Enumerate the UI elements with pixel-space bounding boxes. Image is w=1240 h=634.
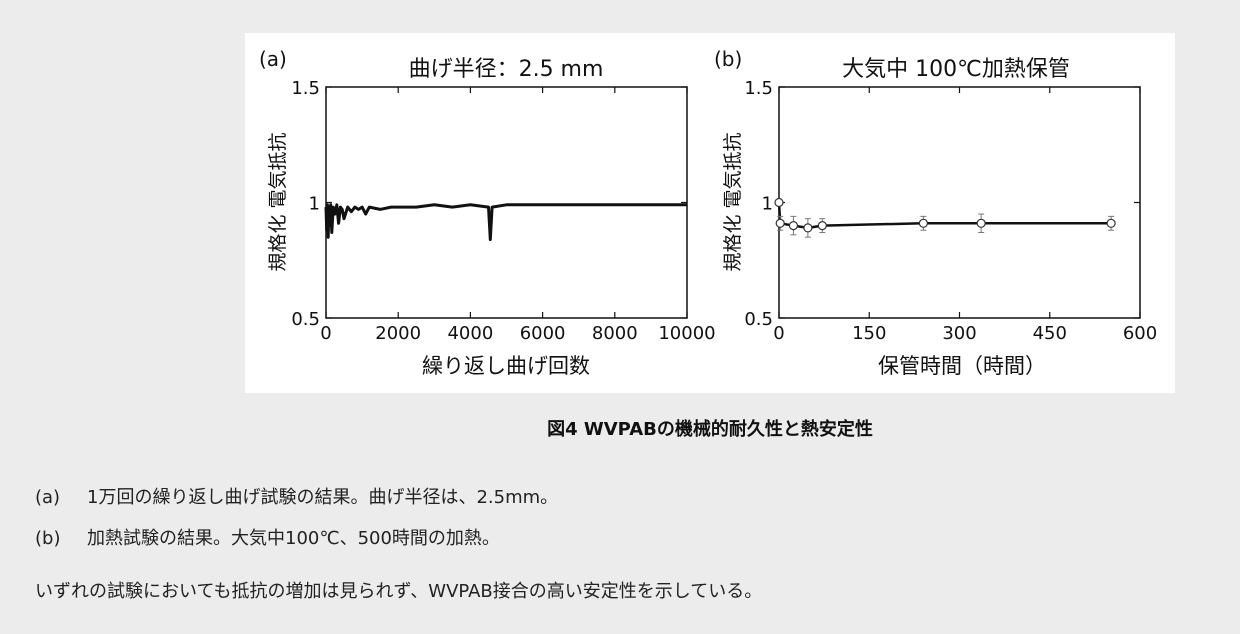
data-point-b [1106, 218, 1116, 228]
data-point-b [774, 197, 784, 208]
y-axis-label-b: 規格化 電気抵抗 [722, 132, 744, 271]
description-text-b: 加熱試験の結果。大気中100℃、500時間の加熱。 [87, 528, 500, 549]
y-tick-label-b: 1 [762, 194, 773, 215]
description-a: (a) 1万回の繰り返し曲げ試験の結果。曲げ半径は、2.5mm。 [35, 483, 558, 509]
chart-title-b: 大気中 100℃加熱保管 [842, 57, 1070, 82]
x-tick-label-b: 300 [942, 323, 976, 344]
y-tick-label-b: 0.5 [744, 309, 773, 330]
y-tick-label-a: 0.5 [291, 309, 320, 330]
panel-label-a: (a) [259, 47, 287, 71]
data-point-b [803, 223, 813, 233]
figure-panel: (a) 曲げ半径：2.5 mm 繰り返し曲げ回数 規格化 電気抵抗 0 2000 4… [245, 33, 1175, 393]
data-point-b [918, 218, 929, 228]
series-line-b [777, 202, 1112, 230]
x-tick-label-b: 150 [852, 323, 886, 344]
x-tick-label-b: 450 [1033, 323, 1067, 344]
series-line-a [324, 203, 687, 241]
description-tag-b: (b) [35, 528, 61, 549]
chart-panel-a: (a) 曲げ半径：2.5 mm 繰り返し曲げ回数 規格化 電気抵抗 0 2000 4… [259, 47, 716, 378]
x-tick-label-b: 600 [1123, 323, 1157, 344]
summary-text: いずれの試験においても抵抗の増加は見られず、WVPAB接合の高い安定性を示してい… [35, 581, 763, 602]
panel-label-b: (b) [714, 47, 742, 71]
y-axis-label-a: 規格化 電気抵抗 [267, 132, 289, 271]
y-tick-label-a: 1 [309, 194, 320, 215]
data-point-b [817, 221, 827, 231]
chart-title-a: 曲げ半径：2.5 mm [409, 57, 604, 82]
x-tick-label-b: 0 [773, 323, 784, 344]
x-tick-label-a: 6000 [520, 323, 566, 344]
data-point-b [976, 218, 986, 228]
description-tag-a: (a) [35, 487, 61, 508]
chart-panel-b: (b) 大気中 100℃加熱保管 保管時間（時間） 規格化 電気抵抗 0 150 3… [714, 47, 1157, 378]
y-tick-label-a: 1.5 [291, 78, 320, 99]
x-axis-label-b: 保管時間（時間） [878, 354, 1046, 378]
y-tick-label-b: 1.5 [744, 78, 773, 99]
x-tick-label-a: 10000 [658, 323, 715, 344]
x-tick-label-a: 0 [320, 323, 331, 344]
x-tick-label-a: 8000 [592, 323, 638, 344]
description-b: (b) 加熱試験の結果。大気中100℃、500時間の加熱。 [35, 524, 500, 550]
description-text-a: 1万回の繰り返し曲げ試験の結果。曲げ半径は、2.5mm。 [87, 487, 559, 508]
figure-caption: 図4 WVPABの機械的耐久性と熱安定性 [547, 419, 873, 440]
x-tick-label-a: 4000 [447, 323, 493, 344]
plot-area-a [325, 86, 688, 319]
x-tick-label-a: 2000 [375, 323, 421, 344]
x-axis-label-a: 繰り返し曲げ回数 [422, 354, 590, 378]
data-point-b [775, 218, 785, 228]
data-point-b [788, 221, 799, 231]
plot-area-b [778, 86, 1141, 319]
chart-svg: (a) 曲げ半径：2.5 mm 繰り返し曲げ回数 規格化 電気抵抗 0 2000 4… [259, 47, 1157, 378]
